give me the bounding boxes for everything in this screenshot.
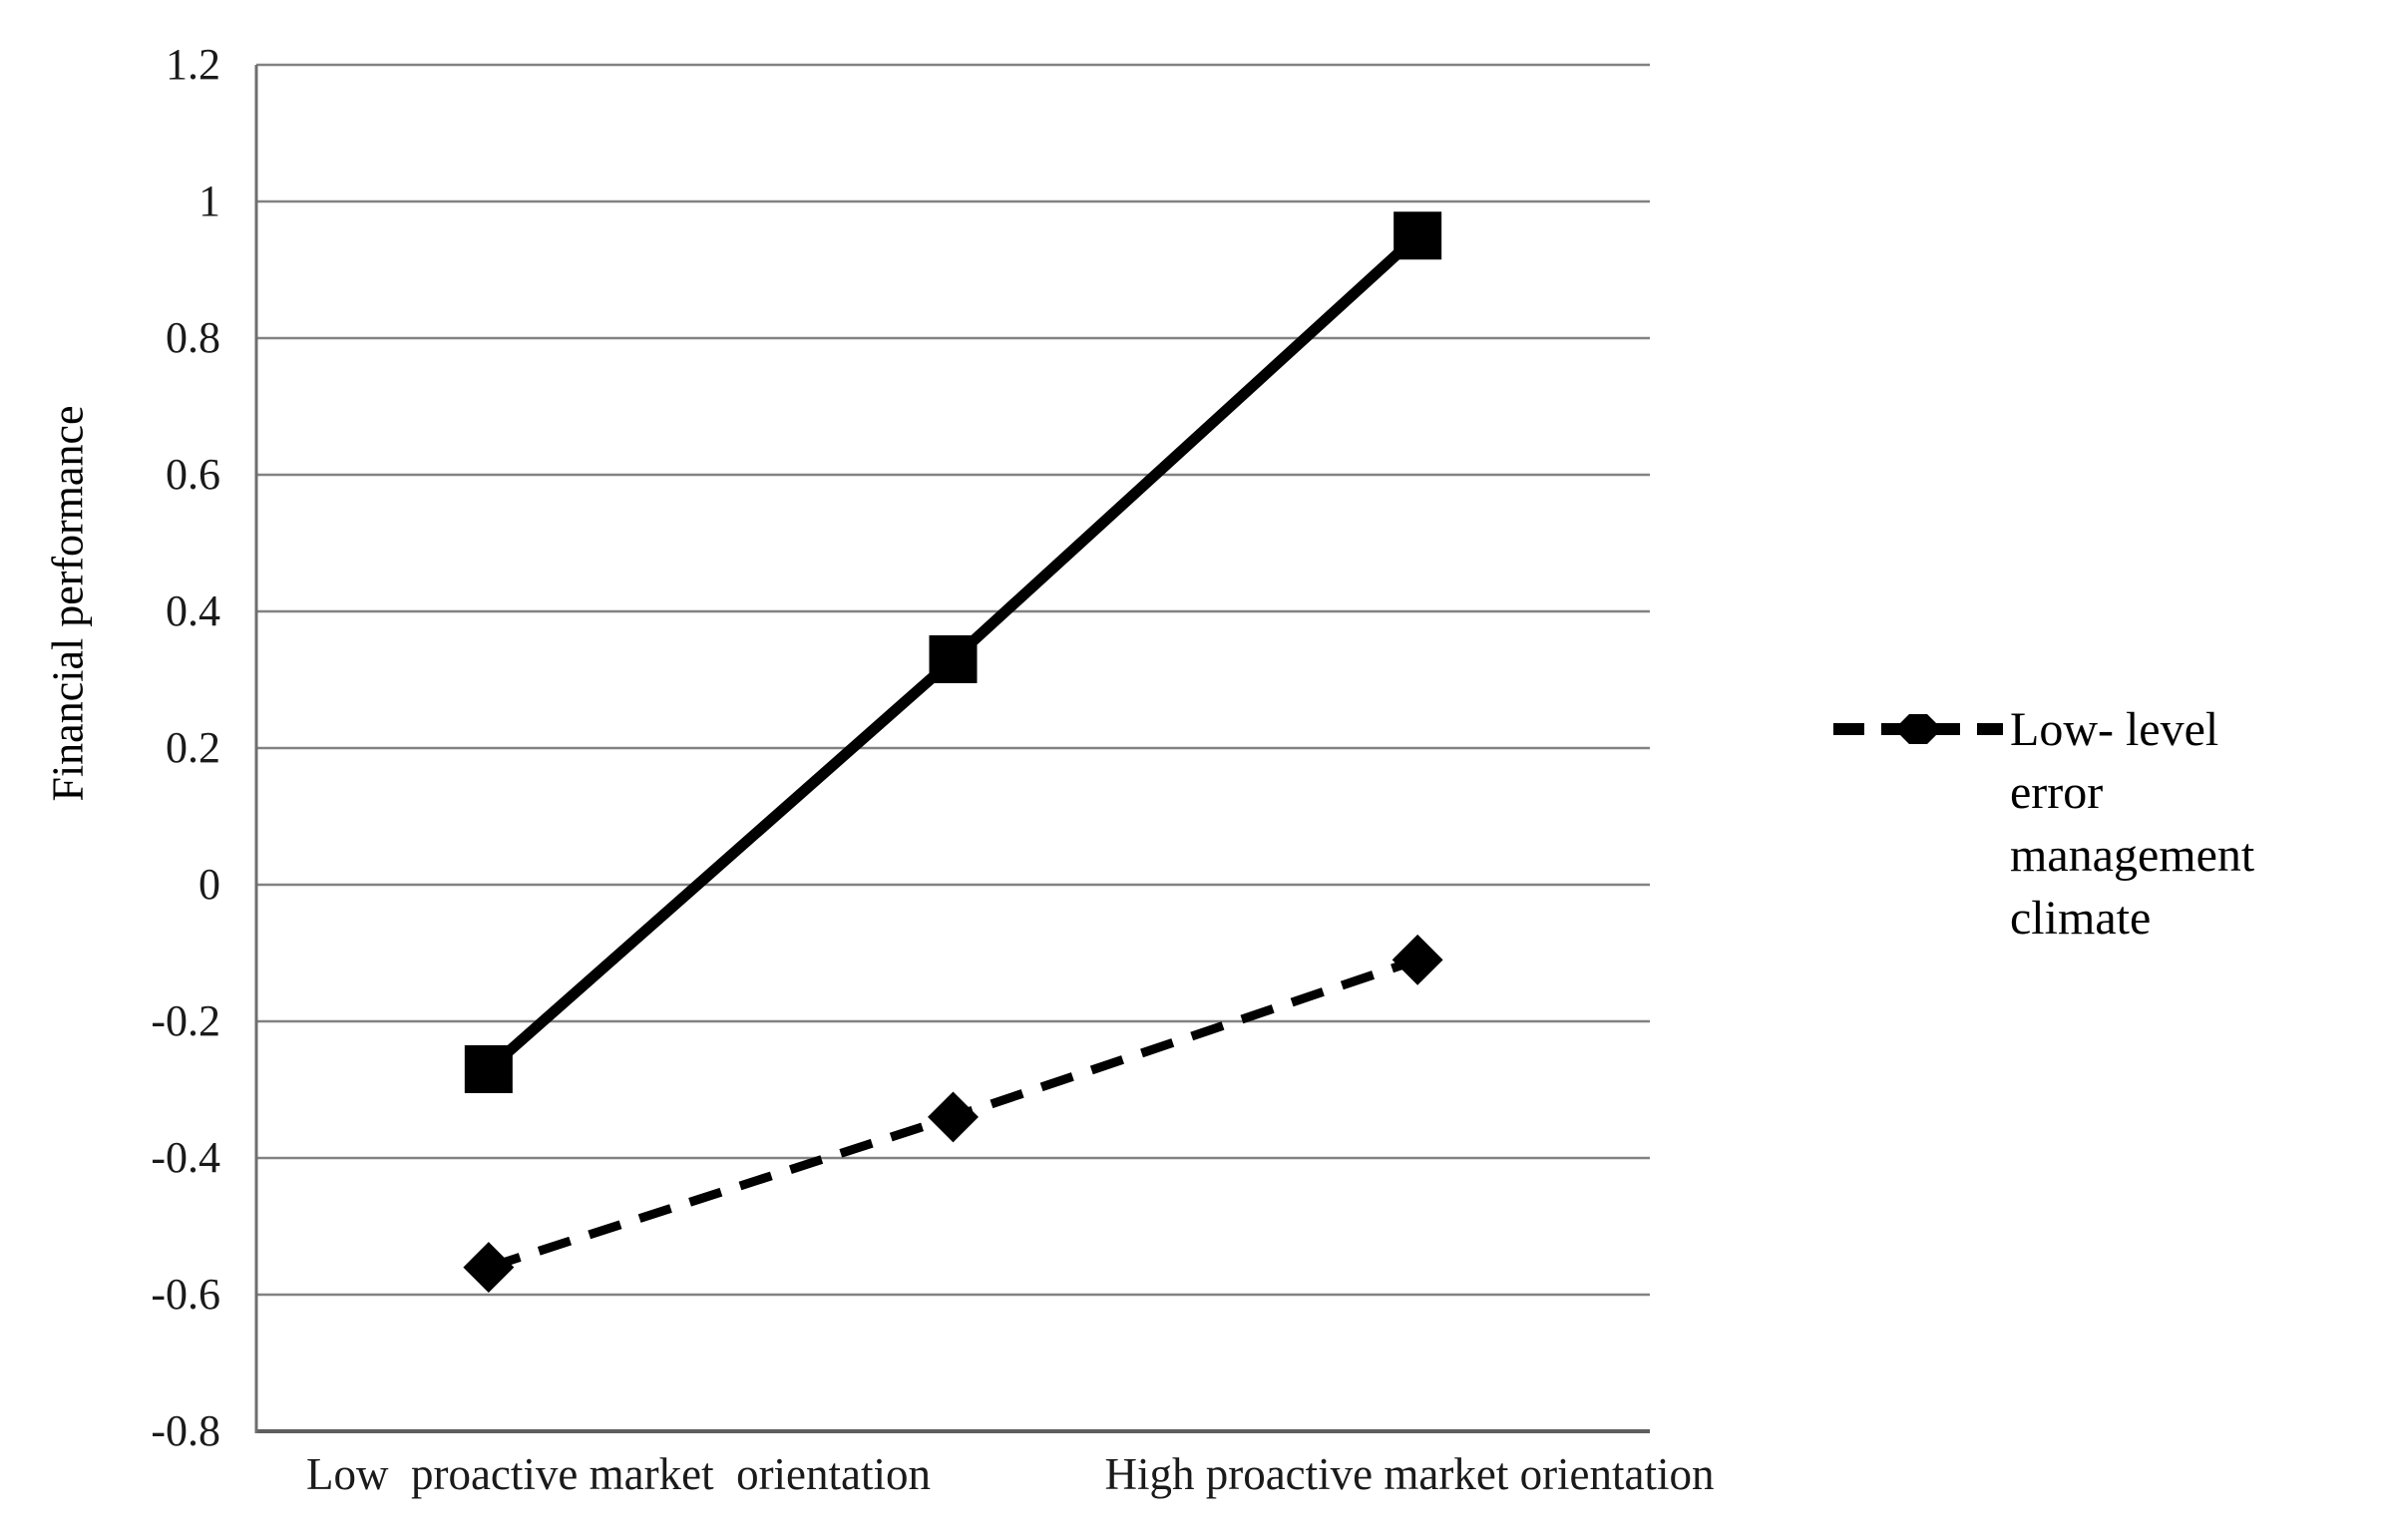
diamond-marker (928, 1091, 979, 1143)
y-tick-label: -0.8 (151, 1406, 220, 1455)
square-marker (1393, 211, 1442, 260)
square-marker (929, 634, 978, 683)
y-tick-label: -0.6 (151, 1270, 220, 1319)
y-tick-label: -0.2 (151, 996, 220, 1045)
square-marker (464, 1044, 513, 1093)
y-tick-label: 0.6 (166, 450, 220, 499)
y-tick-label: 0 (198, 860, 220, 909)
y-tick-label: 0.4 (166, 586, 220, 635)
diamond-marker (1391, 934, 1443, 985)
y-axis-tick-labels: 1.2 1 0.8 0.6 0.4 0.2 0 -0.2 -0.4 -0.6 -0.8 (0, 0, 220, 1540)
y-tick-label: 1 (198, 177, 220, 225)
y-tick-label: 0.2 (166, 723, 220, 772)
diamond-marker (463, 1242, 515, 1294)
legend-dashed-diamond-marker-icon (1833, 714, 2003, 744)
y-tick-label: 1.2 (166, 40, 220, 89)
y-tick-label: 0.8 (166, 313, 220, 362)
x-axis-label-high: High proactive market orientation (1104, 1449, 1715, 1499)
y-tick-label: -0.4 (151, 1133, 220, 1182)
legend-label: Low- level error management climate (2010, 703, 2255, 945)
x-axis-label-low: Low proactive market orientation (305, 1449, 932, 1499)
